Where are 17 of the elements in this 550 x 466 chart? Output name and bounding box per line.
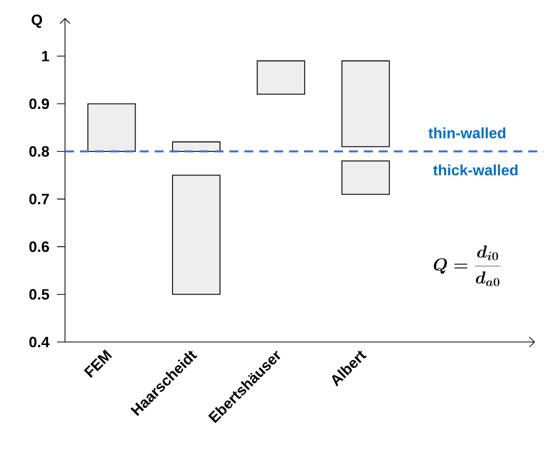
y-tick-label: 0.5 bbox=[29, 289, 50, 300]
text: $Q = \frac{d_{i0}}{d_{a0}}$ bbox=[434, 246, 500, 286]
y-tick-label: 0.8 bbox=[29, 146, 50, 157]
y-tick-label: 1 bbox=[42, 50, 50, 62]
y-tick-label: 0.4 bbox=[29, 336, 50, 348]
bar bbox=[87, 103, 136, 152]
text: thick-walled bbox=[433, 164, 518, 176]
bar bbox=[256, 60, 306, 95]
bar bbox=[341, 60, 390, 148]
bar bbox=[172, 141, 220, 152]
y-tick-label: 0.9 bbox=[29, 98, 49, 110]
y-tick-label: 0.6 bbox=[29, 241, 49, 252]
bar bbox=[172, 174, 220, 295]
text: thin-walled bbox=[428, 127, 506, 138]
bar bbox=[341, 160, 390, 195]
y-tick-label: 0.7 bbox=[29, 194, 49, 204]
y-axis-title: Q bbox=[32, 14, 42, 28]
